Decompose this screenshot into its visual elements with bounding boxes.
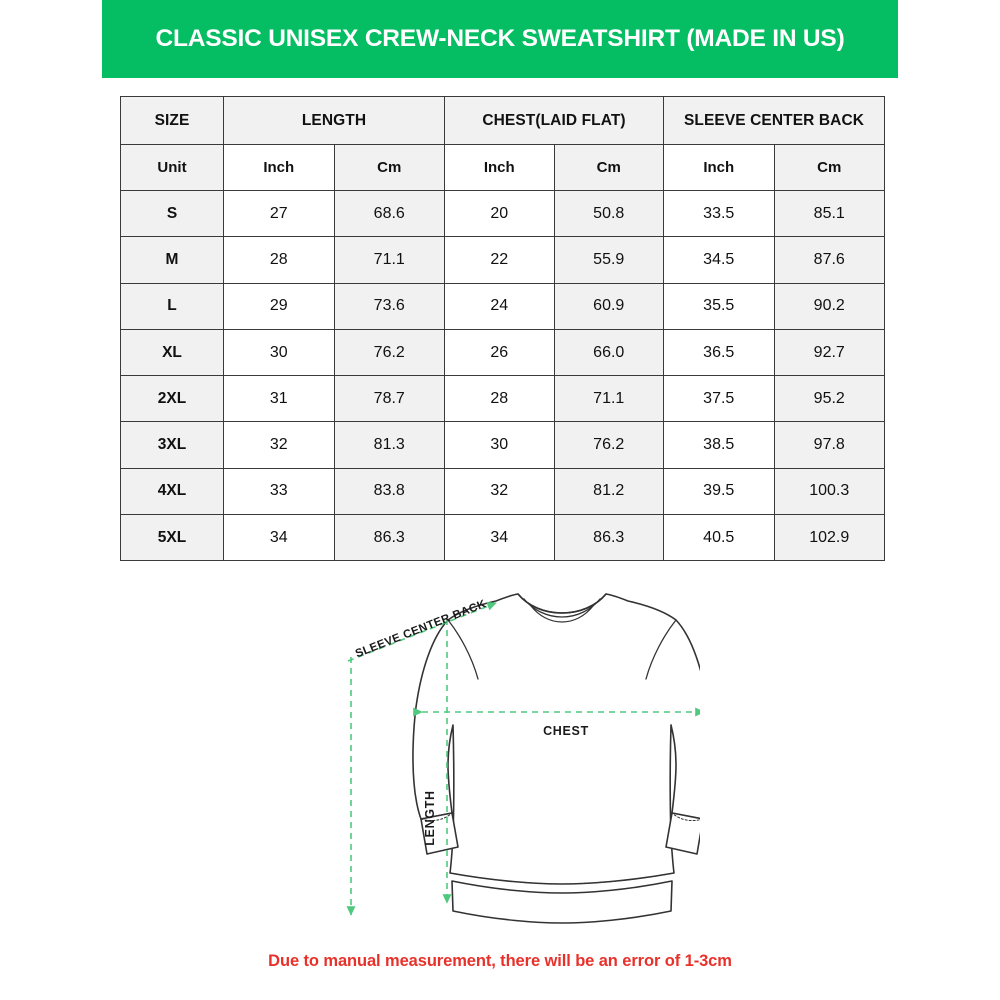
column-header-chest: CHEST(LAID FLAT) bbox=[444, 96, 664, 145]
cell-chest-in: 26 bbox=[444, 328, 555, 377]
unit-header-size: Unit bbox=[120, 144, 224, 191]
table-row: 4XL 33 83.8 32 81.2 39.5 100.3 bbox=[120, 467, 885, 516]
table-row: L 29 73.6 24 60.9 35.5 90.2 bbox=[120, 282, 885, 330]
cell-size: M bbox=[120, 236, 224, 284]
cell-length-cm: 83.8 bbox=[333, 467, 445, 516]
cell-length-in: 30 bbox=[223, 328, 335, 377]
cell-length-cm: 68.6 bbox=[333, 189, 445, 238]
cell-length-in: 27 bbox=[223, 189, 335, 238]
table-row: XL 30 76.2 26 66.0 36.5 92.7 bbox=[120, 328, 885, 377]
table-head: SIZE LENGTH CHEST(LAID FLAT) SLEEVE CENT… bbox=[120, 96, 885, 191]
size-chart-table: SIZE LENGTH CHEST(LAID FLAT) SLEEVE CENT… bbox=[120, 96, 885, 562]
cell-size: 5XL bbox=[120, 514, 224, 562]
unit-header-sleeve-inch: Inch bbox=[663, 144, 775, 191]
cell-sleeve-in: 39.5 bbox=[663, 467, 775, 516]
cell-chest-in: 32 bbox=[444, 467, 555, 516]
cell-sleeve-in: 35.5 bbox=[663, 282, 775, 330]
table-row: S 27 68.6 20 50.8 33.5 85.1 bbox=[120, 189, 885, 238]
cell-size: XL bbox=[120, 328, 224, 377]
cell-sleeve-cm: 100.3 bbox=[773, 467, 885, 516]
cell-chest-cm: 50.8 bbox=[553, 189, 664, 238]
cell-chest-cm: 81.2 bbox=[553, 467, 664, 516]
cell-chest-cm: 71.1 bbox=[553, 375, 664, 423]
cell-chest-cm: 76.2 bbox=[553, 421, 664, 469]
page-title: CLASSIC UNISEX CREW-NECK SWEATSHIRT (MAD… bbox=[155, 25, 845, 52]
unit-header-length-inch: Inch bbox=[223, 144, 335, 191]
cell-length-cm: 73.6 bbox=[333, 282, 445, 330]
cell-length-in: 28 bbox=[223, 236, 335, 284]
cell-sleeve-cm: 92.7 bbox=[773, 328, 885, 377]
table-row: 2XL 31 78.7 28 71.1 37.5 95.2 bbox=[120, 375, 885, 423]
unit-header-length-cm: Cm bbox=[333, 144, 445, 191]
size-chart-table-container: SIZE LENGTH CHEST(LAID FLAT) SLEEVE CENT… bbox=[120, 96, 885, 562]
table-unit-header-row: Unit Inch Cm Inch Cm Inch Cm bbox=[120, 144, 885, 191]
cell-chest-cm: 86.3 bbox=[553, 514, 664, 562]
sweatshirt-diagram: SLEEVE CENTER BACK CHEST LENGTH bbox=[300, 575, 700, 935]
cell-chest-cm: 55.9 bbox=[553, 236, 664, 284]
chest-measure-label: CHEST bbox=[543, 724, 589, 738]
cell-size: 3XL bbox=[120, 421, 224, 469]
cell-size: S bbox=[120, 189, 224, 238]
unit-header-sleeve-cm: Cm bbox=[773, 144, 885, 191]
cell-chest-in: 20 bbox=[444, 189, 555, 238]
cell-chest-in: 22 bbox=[444, 236, 555, 284]
cell-size: 2XL bbox=[120, 375, 224, 423]
cell-sleeve-cm: 87.6 bbox=[773, 236, 885, 284]
cell-length-cm: 81.3 bbox=[333, 421, 445, 469]
cell-length-cm: 71.1 bbox=[333, 236, 445, 284]
cell-sleeve-cm: 85.1 bbox=[773, 189, 885, 238]
cell-length-cm: 76.2 bbox=[333, 328, 445, 377]
table-row: M 28 71.1 22 55.9 34.5 87.6 bbox=[120, 236, 885, 284]
unit-header-chest-inch: Inch bbox=[444, 144, 555, 191]
measurement-guides bbox=[346, 602, 700, 916]
column-header-sleeve: SLEEVE CENTER BACK bbox=[663, 96, 885, 145]
cell-size: L bbox=[120, 282, 224, 330]
cell-length-cm: 86.3 bbox=[333, 514, 445, 562]
cell-sleeve-cm: 95.2 bbox=[773, 375, 885, 423]
cell-sleeve-in: 34.5 bbox=[663, 236, 775, 284]
cell-sleeve-in: 36.5 bbox=[663, 328, 775, 377]
sleeve-measure-line bbox=[347, 602, 497, 662]
cell-length-in: 34 bbox=[223, 514, 335, 562]
measurement-disclaimer: Due to manual measurement, there will be… bbox=[268, 952, 732, 970]
cell-length-cm: 78.7 bbox=[333, 375, 445, 423]
cell-length-in: 29 bbox=[223, 282, 335, 330]
column-header-length: LENGTH bbox=[223, 96, 445, 145]
cell-sleeve-cm: 97.8 bbox=[773, 421, 885, 469]
cell-sleeve-in: 33.5 bbox=[663, 189, 775, 238]
cell-chest-cm: 60.9 bbox=[553, 282, 664, 330]
cell-sleeve-cm: 102.9 bbox=[773, 514, 885, 562]
table-row: 5XL 34 86.3 34 86.3 40.5 102.9 bbox=[120, 514, 885, 562]
table-group-header-row: SIZE LENGTH CHEST(LAID FLAT) SLEEVE CENT… bbox=[120, 96, 885, 145]
table-body: S 27 68.6 20 50.8 33.5 85.1 M 28 71.1 22 55.9 34.5 87… bbox=[120, 189, 885, 562]
garment-outline bbox=[412, 593, 700, 924]
cell-length-in: 31 bbox=[223, 375, 335, 423]
cell-chest-in: 28 bbox=[444, 375, 555, 423]
cell-chest-in: 34 bbox=[444, 514, 555, 562]
cell-size: 4XL bbox=[120, 467, 224, 516]
unit-header-chest-cm: Cm bbox=[553, 144, 664, 191]
column-header-size: SIZE bbox=[120, 96, 224, 145]
cell-chest-in: 30 bbox=[444, 421, 555, 469]
cell-length-in: 33 bbox=[223, 467, 335, 516]
cell-chest-cm: 66.0 bbox=[553, 328, 664, 377]
cell-sleeve-in: 40.5 bbox=[663, 514, 775, 562]
cell-length-in: 32 bbox=[223, 421, 335, 469]
cell-sleeve-in: 38.5 bbox=[663, 421, 775, 469]
cell-chest-in: 24 bbox=[444, 282, 555, 330]
cell-sleeve-cm: 90.2 bbox=[773, 282, 885, 330]
cell-sleeve-in: 37.5 bbox=[663, 375, 775, 423]
length-measure-label: LENGTH bbox=[423, 790, 437, 846]
table-row: 3XL 32 81.3 30 76.2 38.5 97.8 bbox=[120, 421, 885, 469]
header-banner: CLASSIC UNISEX CREW-NECK SWEATSHIRT (MAD… bbox=[102, 0, 898, 78]
